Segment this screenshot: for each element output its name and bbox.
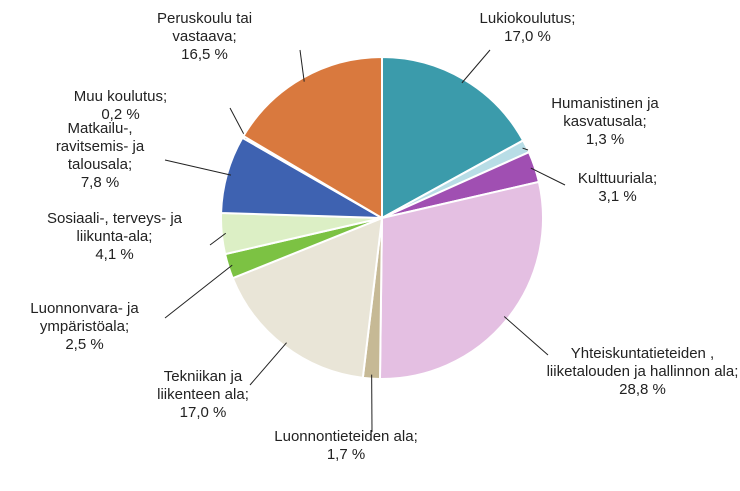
separator: ; [127, 156, 133, 173]
category-name: Luonnontieteiden ala [274, 428, 414, 445]
value-label: 2,5 % [65, 336, 104, 353]
category-name: Lukiokoulutus [479, 10, 572, 27]
separator: ; [232, 28, 237, 45]
separator: ; [642, 113, 647, 130]
value-label: 0,2 % [101, 106, 140, 123]
separator: ; [148, 228, 153, 245]
category-name: Luonnonvara- ja ympäristöala [30, 300, 139, 335]
separator: ; [571, 10, 576, 27]
separator: ; [652, 170, 658, 187]
separator: ; [734, 363, 739, 380]
category-name: Peruskoulu tai vastaava [156, 10, 253, 45]
leader-line [209, 232, 227, 246]
slice-label: Luonnontieteiden ala; 1,7 % [262, 428, 430, 464]
leader-line [461, 49, 491, 84]
value-label: 3,1 % [598, 188, 637, 205]
slice-label: Sosiaali-, terveys- ja liikunta-ala; 4,1 … [22, 210, 207, 264]
separator: ; [413, 428, 418, 445]
value-label: 17,0 % [504, 28, 551, 45]
category-name: Sosiaali-, terveys- ja liikunta-ala [46, 210, 183, 245]
slice-label: Muu koulutus; 0,2 % [28, 88, 213, 124]
category-name: Humanistinen ja kasvatusala [551, 95, 659, 130]
category-name: Muu koulutus [73, 88, 164, 105]
leader-line [522, 147, 529, 151]
slice-label: Tekniikan ja liikenteen ala; 17,0 % [138, 368, 268, 422]
value-label: 28,8 % [619, 381, 666, 398]
pie-slice [242, 55, 383, 220]
leader-line [503, 316, 549, 356]
separator: ; [124, 318, 130, 335]
slice-label: Humanistinen ja kasvatusala; 1,3 % [540, 95, 670, 149]
value-label: 7,8 % [80, 174, 120, 191]
slice-label: Peruskoulu tai vastaava; 16,5 % [132, 10, 277, 64]
separator: ; [244, 386, 249, 403]
leader-line [249, 342, 287, 386]
slice-label: Lukiokoulutus; 17,0 % [465, 10, 590, 46]
value-label: 1,7 % [326, 446, 366, 463]
separator: ; [163, 88, 168, 105]
category-name: Yhteiskuntatieteiden , liiketalouden ja … [546, 345, 735, 380]
value-label: 17,0 % [179, 404, 227, 421]
leader-line [530, 167, 566, 186]
value-label: 4,1 % [95, 246, 134, 263]
slice-label: Yhteiskuntatieteiden , liiketalouden ja … [545, 345, 740, 399]
category-name: Kulttuuriala [577, 170, 653, 187]
category-name: Tekniikan ja liikenteen ala [157, 368, 245, 403]
slice-label: Luonnonvara- ja ympäristöala; 2,5 % [2, 300, 167, 354]
pie-slice [381, 55, 525, 220]
leader-line [164, 159, 232, 176]
leader-line [164, 264, 233, 319]
value-label: 16,5 % [181, 46, 228, 63]
slice-label: Matkailu-, ravitsemis- ja talousala; 7,8 … [50, 120, 150, 192]
leader-line [299, 49, 305, 82]
value-label: 1,3 % [585, 131, 625, 148]
slice-label: Kulttuuriala; 3,1 % [570, 170, 665, 206]
category-name: Matkailu-, ravitsemis- ja talousala [55, 120, 145, 173]
